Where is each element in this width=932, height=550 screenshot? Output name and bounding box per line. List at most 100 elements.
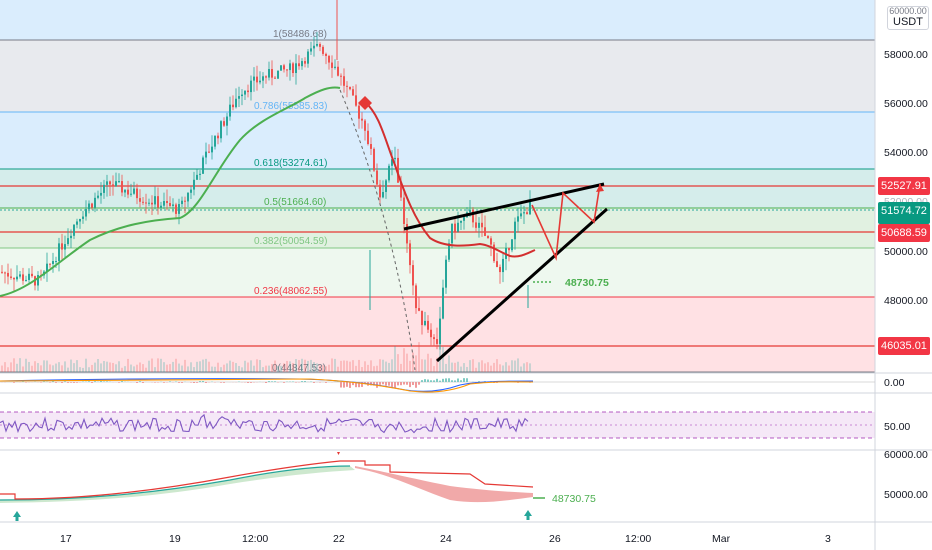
candle-body bbox=[442, 287, 444, 319]
macd-bar bbox=[478, 381, 480, 382]
candle-body bbox=[469, 209, 471, 213]
candle-body bbox=[277, 70, 279, 79]
candle-body bbox=[295, 63, 297, 74]
volume-bar bbox=[58, 362, 60, 372]
candle-body bbox=[529, 199, 531, 215]
candle-body bbox=[148, 202, 150, 204]
macd-bar bbox=[397, 382, 399, 386]
candle-body bbox=[460, 220, 462, 223]
volume-bar bbox=[13, 358, 15, 372]
volume-bar bbox=[76, 360, 78, 372]
macd-bar bbox=[55, 382, 57, 383]
volume-bar bbox=[526, 362, 528, 372]
volume-bar bbox=[259, 360, 261, 372]
volume-bar bbox=[337, 366, 339, 372]
price-tick: 50000.00 bbox=[884, 246, 928, 258]
macd-bar bbox=[70, 382, 72, 383]
time-tick: 12:00 bbox=[625, 533, 651, 545]
volume-bar bbox=[226, 363, 228, 372]
volume-bar bbox=[28, 361, 30, 372]
volume-bar bbox=[103, 360, 105, 372]
macd-bar bbox=[466, 378, 468, 382]
volume-bar bbox=[193, 367, 195, 372]
candle-body bbox=[181, 200, 183, 205]
candle-body bbox=[313, 45, 315, 49]
macd-bar bbox=[199, 381, 201, 382]
volume-bar bbox=[484, 363, 486, 372]
volume-bar bbox=[406, 353, 408, 372]
volume-bar bbox=[427, 353, 429, 372]
volume-bar bbox=[394, 346, 396, 372]
volume-bar bbox=[373, 366, 375, 372]
volume-bar bbox=[208, 361, 210, 372]
candle-body bbox=[472, 209, 474, 223]
macd-bar bbox=[391, 382, 393, 387]
candle-body bbox=[304, 61, 306, 64]
candle-body bbox=[340, 75, 342, 77]
macd-bar bbox=[118, 382, 120, 383]
volume-bar bbox=[244, 360, 246, 372]
fib-label-0236: 0.236(48062.55) bbox=[254, 286, 327, 297]
bottom-axis-label: 50000.00 bbox=[884, 489, 928, 501]
currency-selector[interactable]: 60000.00 USDT bbox=[887, 6, 929, 30]
candle-body bbox=[499, 266, 501, 273]
candle-body bbox=[274, 77, 276, 79]
volume-bar bbox=[322, 365, 324, 372]
candle-body bbox=[247, 90, 249, 93]
macd-bar bbox=[247, 382, 249, 383]
candle-body bbox=[79, 218, 81, 222]
candle-body bbox=[214, 135, 216, 147]
macd-bar bbox=[205, 382, 207, 383]
volume-bar bbox=[61, 365, 63, 372]
candle-body bbox=[301, 61, 303, 67]
volume-bar bbox=[106, 361, 108, 372]
candle-body bbox=[223, 121, 225, 126]
candle-body bbox=[97, 195, 99, 198]
macd-bar bbox=[388, 382, 390, 386]
candle-body bbox=[130, 193, 132, 195]
macd-bar bbox=[409, 382, 411, 388]
volume-bar bbox=[310, 359, 312, 372]
volume-bar bbox=[4, 362, 6, 372]
price-badge: 52527.91 bbox=[878, 177, 930, 195]
candle-body bbox=[349, 86, 351, 90]
rsi-pane: 50.00 bbox=[0, 411, 910, 439]
ma-green-line bbox=[0, 86, 341, 297]
macd-bar bbox=[448, 378, 450, 382]
bottom-pane: 60000.00 50000.00 48730.75 bbox=[0, 449, 928, 521]
candle-body bbox=[511, 239, 513, 251]
candle-body bbox=[445, 259, 447, 288]
candle-body bbox=[388, 165, 390, 181]
candle-body bbox=[151, 202, 153, 205]
candle-body bbox=[463, 217, 465, 221]
candle-body bbox=[343, 76, 345, 86]
macd-bar bbox=[463, 378, 465, 382]
volume-bar bbox=[175, 358, 177, 372]
macd-bar bbox=[436, 378, 438, 382]
candle-body bbox=[253, 76, 255, 81]
volume-bar bbox=[445, 363, 447, 372]
macd-bar bbox=[454, 380, 456, 382]
volume-bar bbox=[388, 362, 390, 372]
volume-bar bbox=[196, 361, 198, 372]
candle-body bbox=[280, 65, 282, 71]
candle-body bbox=[487, 235, 489, 239]
arrow-down-top-icon bbox=[337, 452, 340, 455]
time-tick: 22 bbox=[333, 533, 345, 545]
volume-bar bbox=[451, 362, 453, 372]
volume-bar bbox=[238, 365, 240, 372]
volume-bar bbox=[298, 360, 300, 372]
candle-body bbox=[76, 221, 78, 225]
macd-bar bbox=[349, 382, 351, 388]
macd-bar bbox=[73, 382, 75, 383]
candle-body bbox=[82, 216, 84, 219]
macd-bar bbox=[190, 382, 192, 383]
volume-bar bbox=[46, 360, 48, 372]
volume-bar bbox=[256, 359, 258, 372]
volume-bar bbox=[253, 365, 255, 372]
volume-bar bbox=[460, 366, 462, 372]
volume-bar bbox=[463, 363, 465, 372]
volume-bar bbox=[361, 367, 363, 372]
volume-bar bbox=[403, 348, 405, 372]
currency-label: USDT bbox=[893, 16, 923, 28]
